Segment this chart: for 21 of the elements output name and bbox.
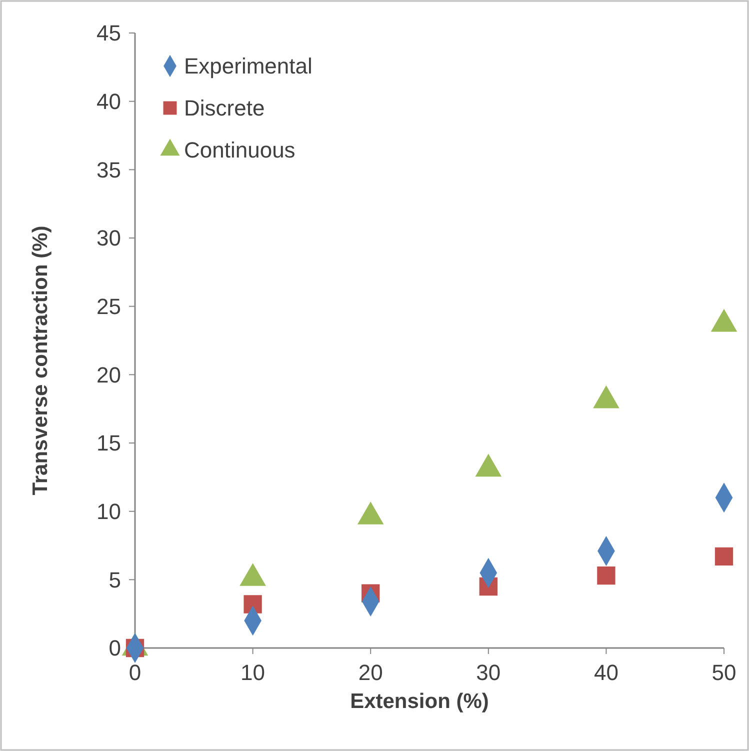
y-tick-label: 35 — [96, 157, 121, 182]
x-tick-label: 20 — [358, 660, 383, 685]
x-axis-title: Extension (%) — [350, 690, 489, 713]
y-tick-label: 20 — [96, 362, 121, 388]
x-tick-label: 50 — [712, 660, 736, 685]
y-tick-label: 0 — [108, 636, 121, 661]
y-tick-label: 40 — [96, 89, 121, 114]
y-tick-label: 10 — [96, 499, 121, 524]
x-tick-label: 10 — [240, 660, 266, 685]
legend-label: Continuous — [184, 138, 296, 163]
x-tick-label: 40 — [594, 660, 618, 685]
y-axis-title: Transverse contraction (%) — [29, 226, 52, 496]
y-tick-label: 45 — [96, 20, 121, 46]
x-tick-label: 0 — [128, 660, 142, 685]
legend-label: Discrete — [184, 96, 265, 121]
y-tick-label: 5 — [108, 567, 121, 592]
x-tick-label: 30 — [476, 660, 501, 685]
y-tick-label: 15 — [96, 430, 121, 456]
y-tick-label: 25 — [96, 294, 121, 320]
y-tick-label: 30 — [96, 226, 121, 251]
legend-label: Experimental — [184, 54, 312, 79]
